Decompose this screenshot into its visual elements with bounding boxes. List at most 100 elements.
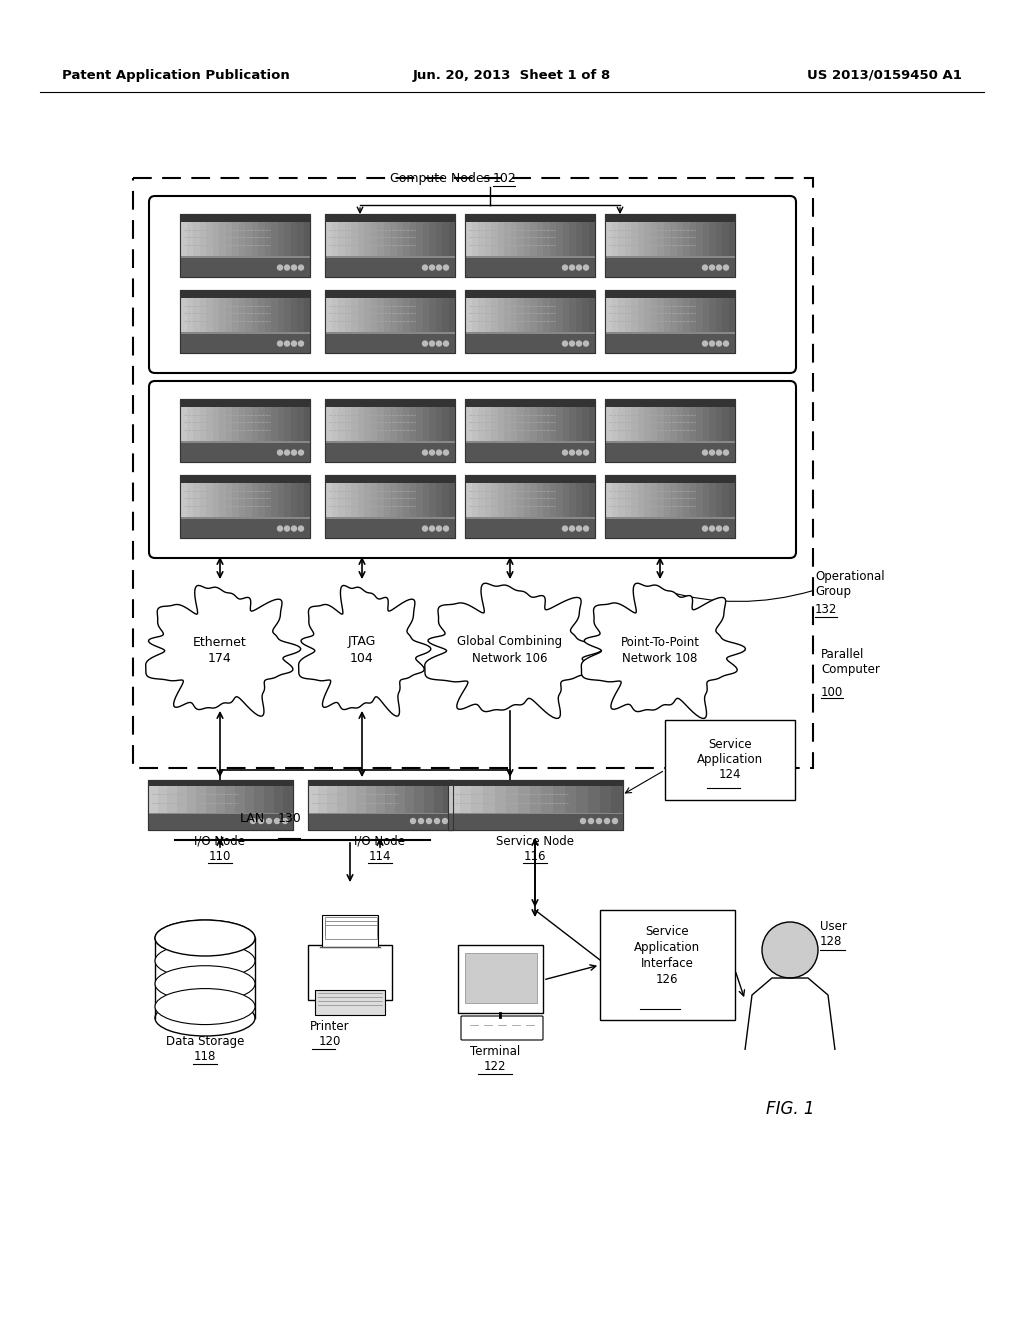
Bar xyxy=(364,407,371,441)
Circle shape xyxy=(419,818,424,824)
Bar xyxy=(239,297,246,333)
Bar xyxy=(529,785,542,813)
Bar xyxy=(542,785,554,813)
Circle shape xyxy=(584,341,589,346)
Bar xyxy=(556,222,563,256)
Circle shape xyxy=(702,527,708,531)
Bar xyxy=(197,785,207,813)
Bar xyxy=(403,407,410,441)
Bar xyxy=(180,259,310,277)
Bar xyxy=(225,297,232,333)
Bar xyxy=(357,407,365,441)
Bar xyxy=(390,483,397,517)
Bar xyxy=(148,780,293,830)
Bar xyxy=(403,297,410,333)
Bar xyxy=(689,222,696,256)
Bar xyxy=(605,290,735,297)
Bar xyxy=(385,785,395,813)
Bar xyxy=(702,222,710,256)
Text: 122: 122 xyxy=(483,1060,506,1073)
Bar xyxy=(308,780,453,785)
Circle shape xyxy=(724,450,728,455)
Text: JTAG
104: JTAG 104 xyxy=(348,635,376,664)
Bar xyxy=(465,953,537,1003)
Circle shape xyxy=(562,527,567,531)
FancyBboxPatch shape xyxy=(322,915,378,946)
Bar xyxy=(605,483,612,517)
Bar xyxy=(605,475,735,483)
Bar xyxy=(180,399,310,407)
Bar xyxy=(200,407,207,441)
Bar xyxy=(716,407,723,441)
Bar xyxy=(384,483,390,517)
Bar xyxy=(193,222,200,256)
Bar xyxy=(449,780,623,785)
Bar xyxy=(582,407,589,441)
Bar xyxy=(423,222,429,256)
Bar xyxy=(264,407,271,441)
Bar xyxy=(478,407,485,441)
Bar xyxy=(465,399,595,407)
Bar xyxy=(702,407,710,441)
Bar xyxy=(356,785,367,813)
Bar xyxy=(245,407,252,441)
Circle shape xyxy=(429,341,434,346)
Text: User: User xyxy=(820,920,847,933)
Bar xyxy=(225,407,232,441)
Bar xyxy=(569,222,575,256)
Bar xyxy=(390,297,397,333)
Bar xyxy=(644,222,651,256)
Text: 100: 100 xyxy=(821,686,843,700)
Bar xyxy=(530,407,537,441)
Circle shape xyxy=(411,818,416,824)
Bar xyxy=(605,222,612,256)
Bar xyxy=(582,222,589,256)
Circle shape xyxy=(724,341,728,346)
Bar xyxy=(575,222,583,256)
Bar xyxy=(148,780,293,785)
Bar xyxy=(264,785,274,813)
Circle shape xyxy=(562,265,567,271)
Text: I/O Node: I/O Node xyxy=(195,836,246,847)
Bar xyxy=(186,297,194,333)
Bar xyxy=(465,399,595,462)
Bar xyxy=(219,297,226,333)
Bar xyxy=(562,483,569,517)
FancyBboxPatch shape xyxy=(461,1016,543,1040)
Bar xyxy=(460,785,472,813)
Bar xyxy=(683,222,690,256)
Bar xyxy=(465,475,595,483)
Bar xyxy=(550,483,556,517)
Bar xyxy=(625,222,632,256)
Bar xyxy=(252,407,258,441)
Bar xyxy=(490,407,498,441)
Circle shape xyxy=(285,265,290,271)
Bar xyxy=(325,475,455,483)
Circle shape xyxy=(274,818,280,824)
Bar xyxy=(564,785,577,813)
Circle shape xyxy=(429,527,434,531)
Bar xyxy=(284,222,291,256)
Bar xyxy=(709,407,716,441)
Bar xyxy=(490,222,498,256)
Circle shape xyxy=(569,450,574,455)
Bar xyxy=(325,334,455,352)
Bar xyxy=(478,222,485,256)
Bar xyxy=(291,222,298,256)
Bar xyxy=(371,483,378,517)
Bar xyxy=(517,297,524,333)
Circle shape xyxy=(581,818,586,824)
Bar xyxy=(722,297,729,333)
Circle shape xyxy=(436,265,441,271)
Bar xyxy=(308,785,318,813)
Bar xyxy=(465,475,595,539)
Bar xyxy=(484,407,492,441)
Bar xyxy=(258,483,265,517)
Bar xyxy=(232,222,239,256)
Bar xyxy=(588,785,600,813)
Bar xyxy=(471,483,478,517)
Bar xyxy=(569,297,575,333)
Bar xyxy=(364,483,371,517)
Bar xyxy=(308,780,453,830)
Text: I/O Node: I/O Node xyxy=(354,836,406,847)
